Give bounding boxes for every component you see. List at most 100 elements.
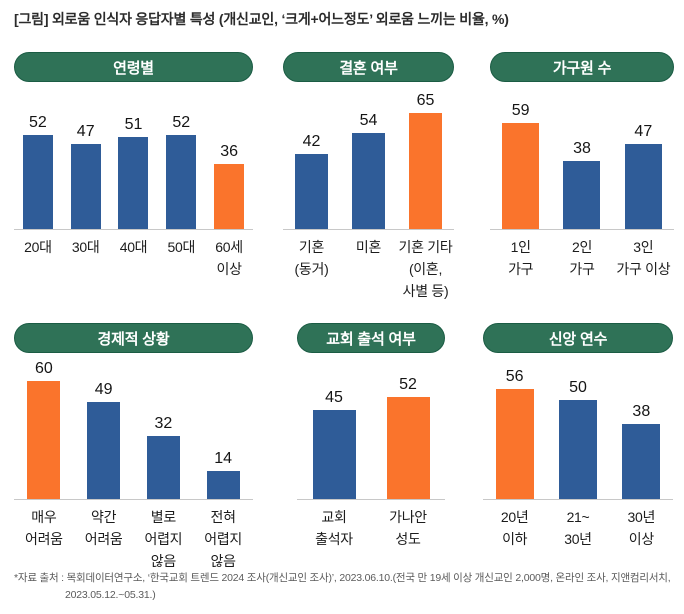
bar-value-label: 52 [399, 376, 417, 393]
chart-panel-years-of-faith: 신앙 연수 56 50 38 20년 이하 21~ 30년 30년 이상 [483, 323, 673, 550]
bar-value-label: 14 [214, 450, 233, 467]
category-label: 1인 가구 [508, 239, 534, 277]
category-label: 기혼 (동거) [294, 239, 329, 277]
chart-header-label: 경제적 상황 [97, 330, 170, 348]
bar-plot: 52 47 51 52 36 [14, 82, 253, 230]
category-labels: 20대 30대 40대 50대 60세 이상 [14, 236, 253, 280]
chart-header-church-attendance: 교회 출석 여부 [297, 323, 445, 353]
bar-value-label: 49 [94, 381, 113, 398]
bar-value-label: 38 [573, 140, 591, 157]
bar-value-label: 32 [154, 415, 173, 432]
category-label: 2인 가구 [569, 239, 595, 277]
bar-cell: 52 [371, 376, 445, 499]
bar-value-label: 38 [632, 403, 651, 420]
bar-cell: 51 [110, 116, 158, 229]
chart-header-age: 연령별 [14, 52, 253, 82]
bar-cell: 56 [483, 368, 546, 499]
bar-cell: 52 [157, 114, 205, 229]
category-label: 50대 [167, 239, 196, 255]
bar-highlighted [27, 381, 61, 499]
chart-header-label: 신앙 연수 [548, 330, 608, 348]
category-label: 30년 이상 [627, 509, 656, 547]
bar-cell: 45 [297, 389, 371, 499]
bar-highlighted [214, 164, 245, 229]
bar-cell: 52 [14, 114, 62, 229]
source-footnote: *자료 출처 : 목회데이터연구소, ‘한국교회 트렌드 2024 조사(개신교… [14, 570, 676, 605]
chart-panel-age: 연령별 52 47 51 52 36 20대 30대 40대 50대 60세 이상 [14, 52, 253, 280]
category-labels: 1인 가구 2인 가구 3인 가구 이상 [490, 236, 674, 280]
bar-value-label: 54 [359, 112, 378, 129]
category-labels: 교회 출석자 가나안 성도 [297, 506, 445, 550]
chart-header-years-of-faith: 신앙 연수 [483, 323, 673, 353]
source-footnote-line1: *자료 출처 : 목회데이터연구소, ‘한국교회 트렌드 2024 조사(개신교… [14, 572, 671, 584]
bar [166, 135, 197, 229]
bar-cell: 38 [610, 403, 673, 499]
chart-header-household-size: 가구원 수 [490, 52, 674, 82]
category-labels: 20년 이하 21~ 30년 30년 이상 [483, 506, 673, 550]
bar-plot: 60 49 32 14 [14, 353, 253, 500]
bar [206, 471, 240, 499]
bar [118, 137, 149, 229]
bar-cell: 47 [62, 123, 110, 229]
bar [87, 402, 121, 499]
bar [295, 154, 328, 229]
bar-value-label: 45 [325, 389, 343, 406]
bar-highlighted [502, 123, 540, 229]
bar-cell: 42 [283, 133, 340, 229]
category-label: 약간 어려움 [84, 509, 123, 547]
bar [312, 410, 356, 499]
figure-title: [그림] 외로움 인식자 응답자별 특성 (개신교인, ‘크게+어느정도’ 외로… [14, 11, 509, 27]
category-label: 별로 어렵지 않음 [144, 509, 183, 569]
bar [352, 133, 385, 229]
bar-cell: 60 [14, 360, 74, 499]
bar-cell: 47 [613, 123, 674, 229]
bar [146, 436, 180, 499]
bar [22, 135, 53, 229]
bar-value-label: 65 [416, 92, 435, 109]
bar [624, 144, 662, 229]
bar-value-label: 50 [569, 379, 587, 396]
chart-header-label: 연령별 [113, 59, 154, 77]
bar-cell: 32 [134, 415, 194, 499]
bar [70, 144, 101, 229]
bar-value-label: 42 [302, 133, 321, 150]
bar [563, 161, 601, 229]
bar-value-label: 52 [29, 114, 47, 131]
chart-panel-household-size: 가구원 수 59 38 47 1인 가구 2인 가구 3인 가구 이상 [490, 52, 674, 280]
bar-cell: 38 [551, 140, 612, 229]
category-label: 미혼 [355, 239, 382, 255]
category-label: 매우 어려움 [25, 509, 63, 547]
chart-header-label: 교회 출석 여부 [326, 330, 416, 348]
bar-cell: 65 [397, 92, 454, 229]
category-label: 교회 출석자 [315, 509, 353, 547]
category-label: 기혼 기타 (이혼, 사별 등) [398, 239, 453, 299]
category-label: 30대 [71, 239, 100, 255]
bar [622, 424, 661, 499]
category-label: 40대 [119, 239, 148, 255]
bar-cell: 54 [340, 112, 397, 229]
bar-cell: 50 [546, 379, 609, 499]
bar-cell: 59 [490, 102, 551, 229]
bar-value-label: 36 [220, 143, 238, 160]
chart-panel-marital-status: 결혼 여부 42 54 65 기혼 (동거) 미혼 기혼 기타 (이혼, 사별 등) [283, 52, 454, 302]
bar-plot: 42 54 65 [283, 82, 454, 230]
bar-highlighted [386, 397, 430, 499]
category-label: 20대 [24, 239, 52, 255]
chart-panel-church-attendance: 교회 출석 여부 45 52 교회 출석자 가나안 성도 [297, 323, 445, 550]
category-label: 가나안 성도 [389, 509, 427, 547]
bar-cell: 36 [205, 143, 253, 229]
category-label: 21~ 30년 [564, 509, 592, 547]
bar-value-label: 56 [505, 368, 524, 385]
bar-value-label: 47 [76, 123, 95, 140]
category-labels: 기혼 (동거) 미혼 기혼 기타 (이혼, 사별 등) [283, 236, 454, 302]
bar-value-label: 51 [124, 116, 143, 133]
bar-value-label: 47 [634, 123, 653, 140]
chart-header-economic-situation: 경제적 상황 [14, 323, 253, 353]
chart-header-label: 결혼 여부 [339, 59, 398, 77]
category-labels: 매우 어려움 약간 어려움 별로 어렵지 않음 전혀 어렵지 않음 [14, 506, 253, 572]
bar-plot: 59 38 47 [490, 82, 674, 230]
bar-plot: 56 50 38 [483, 353, 673, 500]
bar-cell: 49 [74, 381, 134, 499]
bar-value-label: 60 [34, 360, 53, 377]
